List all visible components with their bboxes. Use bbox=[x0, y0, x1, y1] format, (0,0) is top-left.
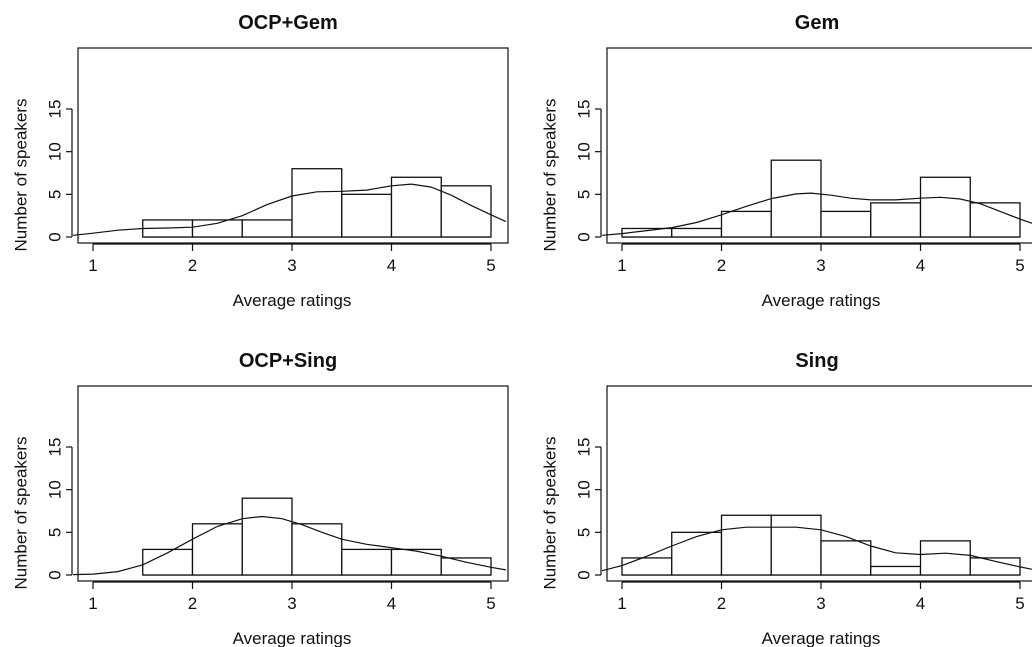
x-tick-label: 2 bbox=[188, 256, 197, 275]
y-tick-label: 15 bbox=[575, 438, 594, 457]
plot-frame bbox=[606, 385, 1032, 582]
y-tick-label: 5 bbox=[575, 190, 594, 199]
x-tick-label: 1 bbox=[88, 594, 97, 613]
y-tick-label: 15 bbox=[575, 100, 594, 119]
histogram-bar bbox=[291, 168, 343, 238]
x-tick-label: 4 bbox=[916, 594, 925, 613]
y-tick-label: 10 bbox=[575, 480, 594, 499]
histogram-bar bbox=[919, 176, 971, 238]
plot-frame bbox=[77, 385, 509, 582]
y-tick-label: 5 bbox=[575, 528, 594, 537]
y-tick-label: 5 bbox=[46, 190, 65, 199]
histogram-bar bbox=[820, 540, 872, 576]
y-tick-label: 0 bbox=[46, 570, 65, 579]
x-tick-label: 3 bbox=[816, 256, 825, 275]
histogram-bar bbox=[341, 193, 393, 238]
y-axis-label: Number of speakers bbox=[12, 98, 31, 251]
histogram-bar bbox=[621, 557, 673, 576]
plot-frame bbox=[606, 47, 1032, 244]
histogram-panel: OCP+Sing 1 2 3 4 5 Average ratings 0 5 10 15 Number… bbox=[12, 350, 509, 647]
histogram-bar bbox=[870, 202, 922, 238]
histogram-bar bbox=[969, 202, 1021, 238]
x-tick-label: 5 bbox=[1015, 256, 1024, 275]
density-curve bbox=[73, 183, 507, 236]
histogram-bar bbox=[191, 523, 243, 576]
x-axis-label: Average ratings bbox=[762, 629, 881, 647]
histogram-bar bbox=[291, 523, 343, 576]
panel-title: Gem bbox=[795, 12, 839, 34]
y-tick-label: 15 bbox=[46, 100, 65, 119]
x-tick-label: 4 bbox=[387, 594, 396, 613]
x-tick-label: 3 bbox=[287, 594, 296, 613]
histogram-bar bbox=[191, 219, 243, 238]
x-tick-label: 1 bbox=[617, 594, 626, 613]
y-axis-label: Number of speakers bbox=[541, 436, 560, 589]
histogram-bar bbox=[390, 176, 442, 238]
histogram-bar bbox=[870, 565, 922, 576]
histogram-bar bbox=[919, 540, 971, 576]
y-axis-label: Number of speakers bbox=[12, 436, 31, 589]
y-tick-label: 10 bbox=[575, 142, 594, 161]
x-tick-label: 2 bbox=[717, 256, 726, 275]
y-axis-label: Number of speakers bbox=[541, 98, 560, 251]
histogram-bar bbox=[820, 210, 872, 238]
y-tick-label: 0 bbox=[575, 232, 594, 241]
x-tick-label: 4 bbox=[916, 256, 925, 275]
x-tick-label: 5 bbox=[486, 256, 495, 275]
density-curve bbox=[73, 515, 507, 576]
y-tick-label: 5 bbox=[46, 528, 65, 537]
x-tick-label: 2 bbox=[188, 594, 197, 613]
histogram-bar bbox=[770, 514, 822, 576]
histogram-bar bbox=[969, 557, 1021, 576]
x-axis-label: Average ratings bbox=[233, 629, 352, 647]
panel-title: OCP+Gem bbox=[238, 12, 337, 34]
panel-title: Sing bbox=[795, 350, 838, 372]
x-axis-label: Average ratings bbox=[762, 291, 881, 310]
y-tick-label: 15 bbox=[46, 438, 65, 457]
histogram-bar bbox=[720, 514, 772, 576]
x-tick-label: 5 bbox=[1015, 594, 1024, 613]
y-tick-label: 0 bbox=[575, 570, 594, 579]
histogram-bar bbox=[241, 497, 293, 576]
histogram-panel: OCP+Gem 1 2 3 4 5 Average ratings 0 5 10 15 Number … bbox=[12, 12, 509, 310]
histogram-panel: Gem 1 2 3 4 5 Average ratings 0 5 10 15 Number of s… bbox=[541, 12, 1032, 310]
x-tick-label: 1 bbox=[88, 256, 97, 275]
x-tick-label: 3 bbox=[816, 594, 825, 613]
density-curve bbox=[602, 192, 1032, 236]
plot-frame bbox=[77, 47, 509, 244]
x-tick-label: 1 bbox=[617, 256, 626, 275]
histogram-panel: Sing 1 2 3 4 5 Average ratings 0 5 10 15 Number of … bbox=[541, 350, 1032, 647]
histogram-bar bbox=[720, 210, 772, 238]
y-tick-label: 10 bbox=[46, 142, 65, 161]
histogram-bar bbox=[770, 159, 822, 238]
density-curve bbox=[601, 526, 1032, 572]
x-tick-label: 5 bbox=[486, 594, 495, 613]
histogram-bar bbox=[241, 219, 293, 238]
histogram-bar bbox=[671, 531, 723, 576]
histogram-bar bbox=[440, 557, 492, 576]
y-tick-label: 0 bbox=[46, 232, 65, 241]
histogram-bar bbox=[341, 548, 393, 576]
panel-title: OCP+Sing bbox=[239, 350, 337, 372]
x-axis-label: Average ratings bbox=[233, 291, 352, 310]
x-tick-label: 2 bbox=[717, 594, 726, 613]
y-tick-label: 10 bbox=[46, 480, 65, 499]
x-tick-label: 3 bbox=[287, 256, 296, 275]
histogram-bar bbox=[390, 548, 442, 576]
histogram-bar bbox=[142, 548, 194, 576]
histogram-bar bbox=[671, 227, 723, 238]
x-tick-label: 4 bbox=[387, 256, 396, 275]
